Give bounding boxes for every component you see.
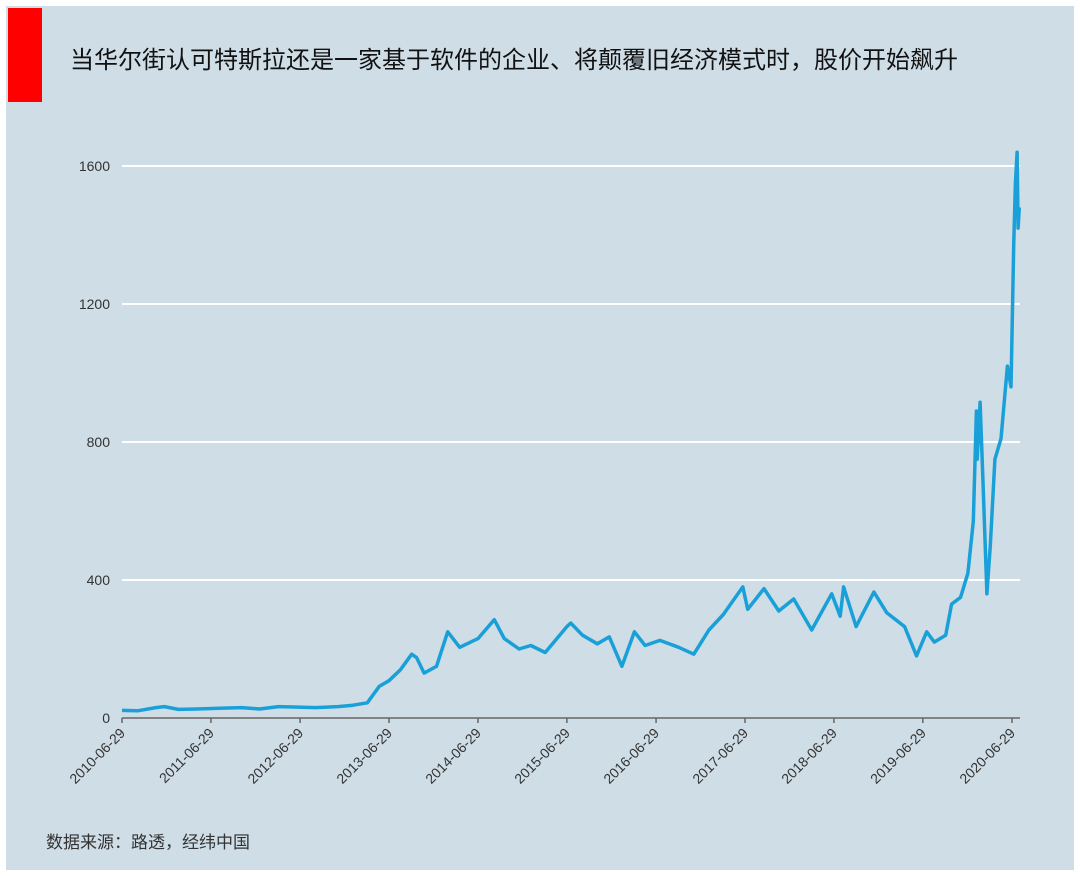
x-tick-label: 2013-06-29	[333, 725, 395, 787]
x-tick-label: 2020-06-29	[956, 725, 1018, 787]
y-tick-label: 400	[87, 572, 111, 588]
x-tick-label: 2017-06-29	[689, 725, 751, 787]
chart-panel	[6, 6, 1074, 870]
accent-bar	[8, 8, 42, 102]
x-tick-label: 2019-06-29	[867, 725, 929, 787]
y-tick-label: 1200	[79, 296, 110, 312]
x-tick-label: 2014-06-29	[422, 725, 484, 787]
x-tick-label: 2012-06-29	[244, 725, 306, 787]
x-tick-label: 2011-06-29	[156, 725, 217, 786]
y-tick-label: 1600	[79, 158, 110, 174]
y-tick-label: 800	[87, 434, 111, 450]
x-tick-label: 2015-06-29	[511, 725, 573, 787]
x-tick-label: 2016-06-29	[600, 725, 662, 787]
source-note: 数据来源：路透，经纬中国	[46, 833, 250, 853]
chart-title: 当华尔街认可特斯拉还是一家基于软件的企业、将颠覆旧经济模式时，股价开始飙升	[70, 46, 958, 74]
x-tick-label: 2018-06-29	[778, 725, 840, 787]
price-line	[121, 150, 1022, 713]
y-tick-label: 0	[102, 710, 110, 726]
x-tick-label: 2010-06-29	[66, 725, 128, 787]
